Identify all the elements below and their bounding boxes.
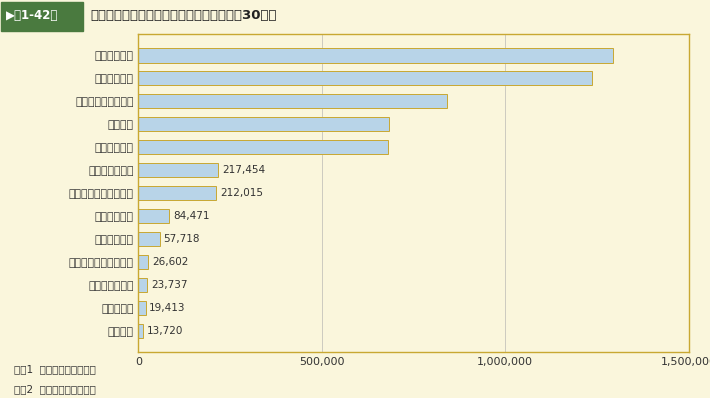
- Text: 23,737: 23,737: [151, 280, 187, 290]
- Bar: [138, 232, 160, 246]
- Text: 212,015: 212,015: [220, 188, 263, 198]
- Bar: [138, 94, 447, 108]
- Text: 26,602: 26,602: [152, 257, 188, 267]
- Bar: [138, 186, 217, 200]
- Text: 84,471: 84,471: [173, 211, 209, 221]
- Text: 2  高速道路分を含む。: 2 高速道路分を含む。: [14, 384, 96, 394]
- Text: 19,413: 19,413: [149, 303, 186, 313]
- Bar: [138, 140, 388, 154]
- Bar: [1, 2, 83, 31]
- Bar: [138, 255, 148, 269]
- Bar: [138, 71, 592, 86]
- Bar: [138, 117, 388, 131]
- Text: 交通違反取締り（告知・送致）件数（平成30年）: 交通違反取締り（告知・送致）件数（平成30年）: [90, 9, 277, 22]
- Bar: [138, 324, 143, 338]
- Bar: [138, 300, 146, 315]
- Text: 13,720: 13,720: [147, 326, 183, 336]
- Bar: [138, 278, 147, 292]
- Text: 注、1  警察庁資料による。: 注、1 警察庁資料による。: [14, 364, 96, 374]
- Text: ▶第1-42図: ▶第1-42図: [6, 9, 59, 22]
- Bar: [138, 209, 170, 223]
- Bar: [138, 48, 613, 62]
- Text: 57,718: 57,718: [163, 234, 200, 244]
- Text: 217,454: 217,454: [222, 165, 265, 175]
- Bar: [138, 163, 218, 177]
